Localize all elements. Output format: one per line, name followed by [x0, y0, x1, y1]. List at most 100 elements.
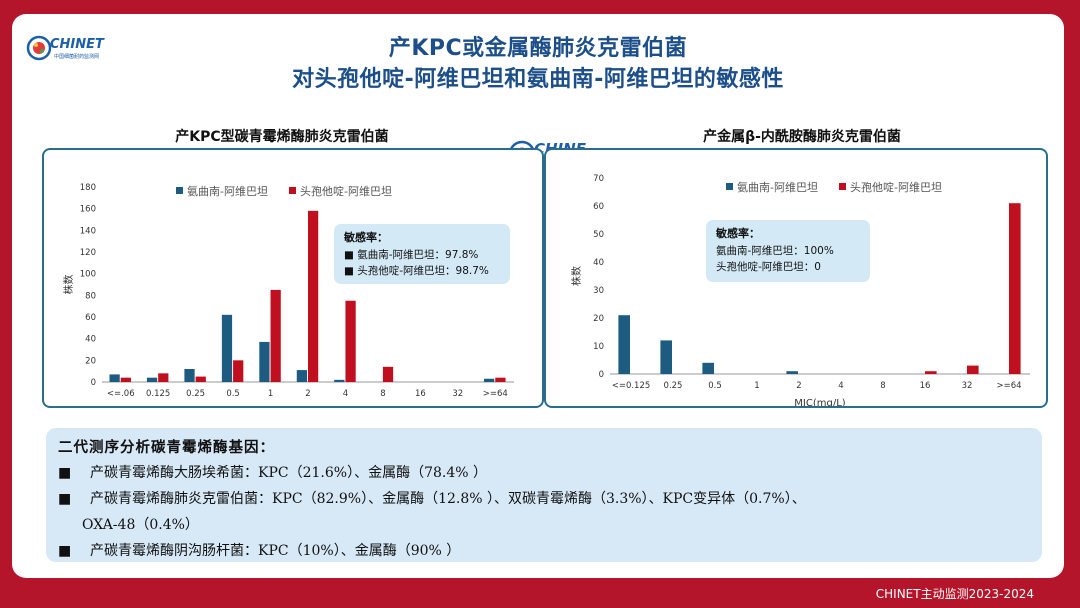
y-tick-label: 0 [91, 378, 96, 388]
slide: CHINET 中国细菌耐药监测网 产KPC或金属酶肺炎克雷伯菌 对头孢他啶-阿维… [12, 14, 1064, 578]
bar-ceftazidime-avibactam [382, 366, 394, 382]
bar-ceftazidime-avibactam [195, 376, 206, 382]
legend-swatch [726, 183, 733, 190]
y-tick-label: 40 [85, 335, 96, 345]
chart2-panel: 0 10 20 30 40 50 60 70 株数 <=0.125 0.25 0.5 1 2 4 8 16 32 >… [544, 148, 1048, 409]
bar-aztreonam-avibactam [221, 314, 233, 382]
sensitivity-box [706, 220, 870, 282]
y-tick-label: 80 [85, 291, 96, 301]
x-tick-label: 16 [920, 381, 931, 391]
bar-aztreonam-avibactam [146, 377, 158, 382]
y-tick-label: 20 [85, 356, 96, 366]
legend-swatch [839, 183, 846, 190]
y-axis-label: 株数 [62, 275, 75, 295]
y-tick-label: 70 [593, 174, 604, 184]
chinet-logo: CHINET 中国细菌耐药监测网 [26, 28, 116, 68]
page-title-line2: 对头孢他啶-阿维巴坦和氨曲南-阿维巴坦的敏感性 [292, 67, 784, 92]
x-tick-label: >=64 [996, 381, 1021, 391]
ngs-summary-box: 二代测序分析碳青霉烯酶基因： ■ 产碳青霉烯酶大肠埃希菌：KPC（21.6%）、金… [46, 428, 1042, 562]
x-tick-label: 0.25 [664, 381, 683, 391]
bar-aztreonam-avibactam [484, 378, 495, 382]
x-tick-label: 0.125 [146, 389, 170, 399]
x-tick-label: 0.5 [226, 389, 240, 399]
x-tick-label: 16 [415, 389, 426, 399]
y-tick-label: 10 [593, 342, 604, 352]
logo-text: CHINET [50, 37, 105, 52]
bar-aztreonam-avibactam [786, 371, 798, 374]
bullet-icon: ■ [58, 491, 72, 507]
y-tick-label: 0 [599, 370, 604, 380]
legend-label: 头孢他啶-阿维巴坦 [850, 180, 942, 194]
chart1-svg: 0 20 40 60 80 100 120 140 160 180 株数 <=.06 0.125 0.25… [62, 183, 514, 417]
sensitivity-heading: 敏感率： [343, 230, 388, 244]
y-tick-label: 140 [80, 226, 96, 236]
bar-aztreonam-avibactam [618, 315, 630, 374]
y-tick-label: 100 [80, 270, 96, 280]
y-tick-label: 20 [593, 314, 604, 324]
x-tick-label: 0.25 [186, 389, 205, 399]
sensitivity-line: 氨曲南-阿维巴坦：100% [716, 244, 834, 257]
bar-aztreonam-avibactam [109, 374, 120, 382]
y-tick-label: 160 [80, 205, 96, 215]
bar-ceftazidime-avibactam [270, 289, 281, 382]
sensitivity-line: ■ 氨曲南-阿维巴坦：97.8% [344, 248, 478, 261]
legend-swatch [176, 187, 183, 194]
bar-ceftazidime-avibactam [967, 365, 979, 374]
x-tick-label: 8 [380, 389, 385, 399]
x-tick-label: 32 [452, 389, 463, 399]
legend-label: 头孢他啶-阿维巴坦 [300, 184, 392, 198]
legend-swatch [289, 187, 296, 194]
x-tick-label: >=64 [483, 389, 508, 399]
bar-aztreonam-avibactam [259, 341, 270, 382]
page-title-line1: 产KPC或金属酶肺炎克雷伯菌 [388, 36, 688, 61]
chart1-panel: 0 20 40 60 80 100 120 140 160 180 株数 <=.06 0.125 0.25… [42, 148, 544, 417]
legend-label: 氨曲南-阿维巴坦 [737, 180, 818, 194]
y-tick-label: 120 [80, 248, 96, 258]
bar-ceftazidime-avibactam [1009, 203, 1021, 374]
summary-line-3: ■ 产碳青霉烯酶阴沟肠杆菌：KPC（10%）、金属酶（90% ） [58, 543, 461, 559]
legend-label: 氨曲南-阿维巴坦 [187, 184, 268, 198]
bullet-icon: ■ [58, 543, 72, 559]
x-tick-label: 1 [268, 389, 273, 399]
summary-line-1: ■ 产碳青霉烯酶大肠埃希菌：KPC（21.6%）、金属酶（78.4% ） [58, 465, 487, 481]
chart1-title: 产KPC型碳青霉烯酶肺炎克雷伯菌 [175, 129, 389, 145]
y-axis-label: 株数 [570, 266, 583, 286]
chart2-svg: 0 10 20 30 40 50 60 70 株数 <=0.125 0.25 0.5 1 2 4 8 16 32 >… [570, 174, 1030, 409]
bar-ceftazidime-avibactam [345, 300, 356, 382]
x-tick-label: 2 [305, 389, 310, 399]
x-tick-label: 0.5 [708, 381, 722, 391]
bullet-icon: ■ [58, 465, 72, 481]
summary-line-2-cont: OXA-48（0.4%） [82, 517, 199, 533]
bar-ceftazidime-avibactam [308, 210, 319, 382]
sensitivity-heading: 敏感率： [715, 226, 760, 240]
x-tick-label: <=.06 [107, 389, 135, 399]
chart2-title: 产金属β-内酰胺酶肺炎克雷伯菌 [703, 129, 901, 145]
y-tick-label: 30 [593, 286, 604, 296]
bar-aztreonam-avibactam [334, 379, 345, 382]
bar-aztreonam-avibactam [660, 340, 672, 374]
bar-aztreonam-avibactam [702, 362, 714, 374]
x-axis-label: MIC(mg/L) [794, 398, 845, 406]
x-tick-label: 8 [880, 381, 885, 391]
sensitivity-line: 头孢他啶-阿维巴坦：0 [716, 260, 821, 273]
bar-ceftazidime-avibactam [233, 360, 244, 382]
x-tick-label: 32 [962, 381, 973, 391]
x-tick-label: <=0.125 [612, 381, 651, 391]
y-tick-label: 40 [593, 258, 604, 268]
bar-aztreonam-avibactam [296, 370, 307, 382]
x-tick-label: 2 [796, 381, 801, 391]
y-tick-label: 180 [80, 183, 96, 193]
y-tick-label: 60 [85, 313, 96, 323]
y-tick-label: 50 [593, 230, 604, 240]
sensitivity-line: ■ 头孢他啶-阿维巴坦：98.7% [344, 264, 489, 277]
footer-text: CHINET主动监测2023-2024 [875, 587, 1034, 601]
bar-ceftazidime-avibactam [925, 371, 937, 374]
sensitivity-box [334, 224, 510, 284]
x-tick-label: 1 [754, 381, 759, 391]
summary-line-2: ■ 产碳青霉烯酶肺炎克雷伯菌：KPC（82.9%）、金属酶（12.8% ）、双碳青… [58, 491, 806, 507]
bar-ceftazidime-avibactam [158, 373, 169, 382]
bar-aztreonam-avibactam [184, 369, 195, 382]
summary-heading: 二代测序分析碳青霉烯酶基因： [58, 439, 275, 456]
bar-ceftazidime-avibactam [120, 377, 131, 382]
logo-subtext: 中国细菌耐药监测网 [54, 53, 99, 60]
